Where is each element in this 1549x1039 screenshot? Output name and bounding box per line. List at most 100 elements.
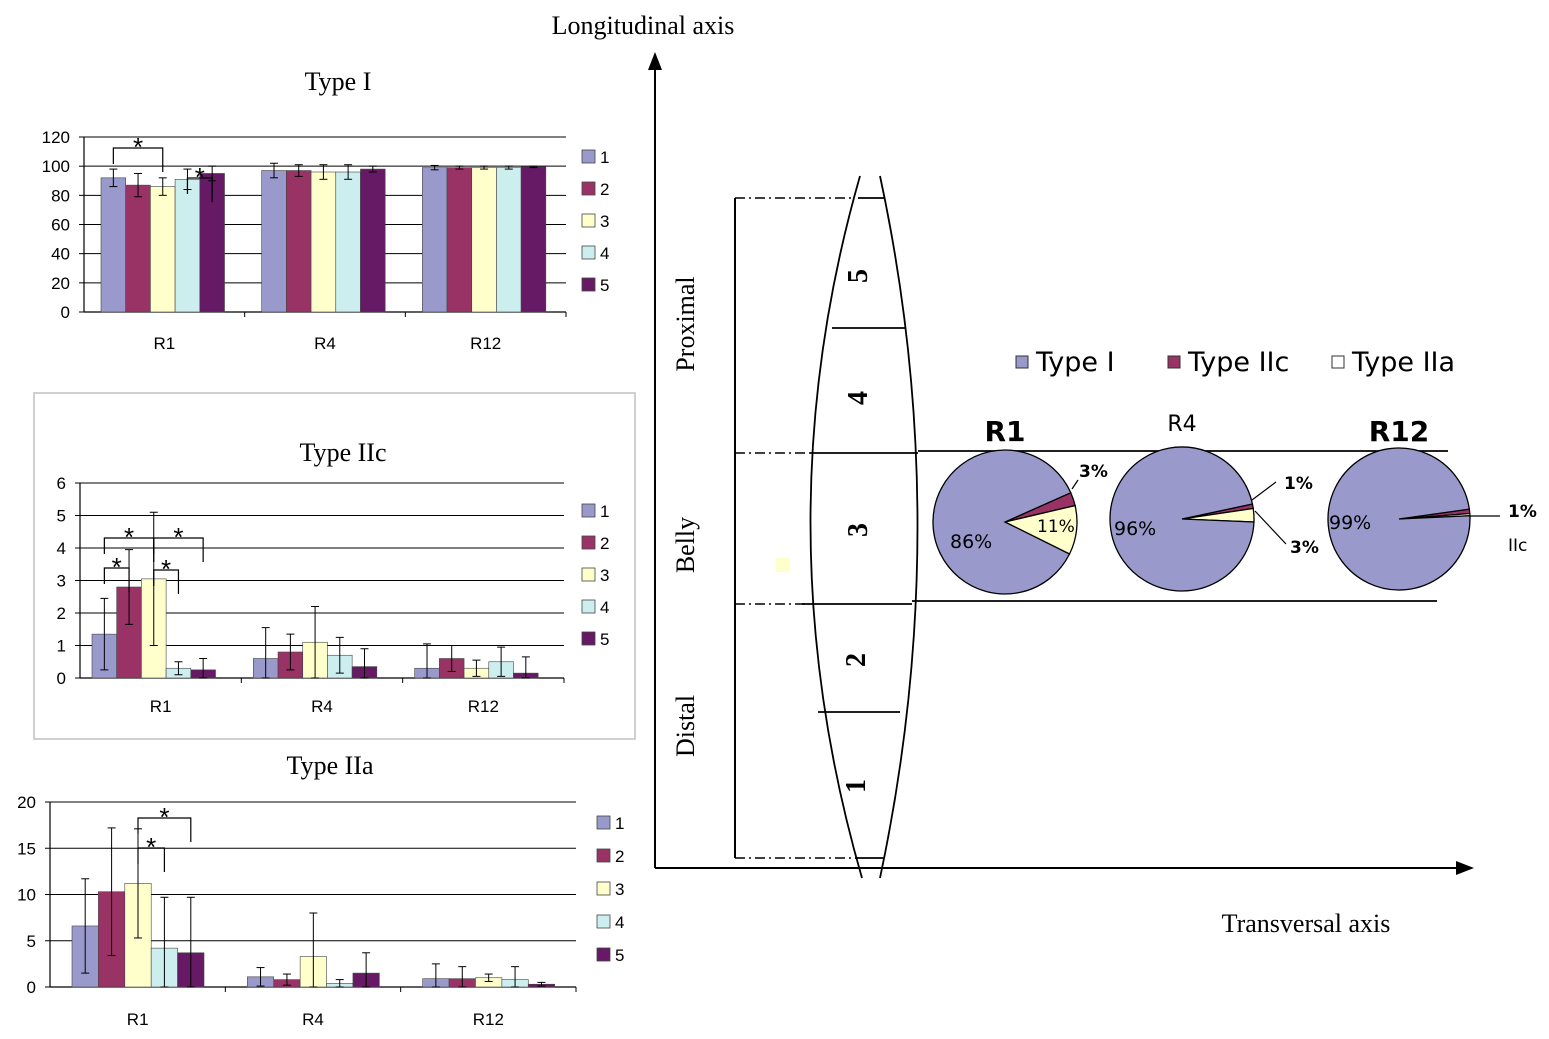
y-tick-label: 0 bbox=[57, 669, 66, 688]
significance-bracket bbox=[112, 147, 164, 172]
x-tick-label: R1 bbox=[127, 1010, 149, 1029]
legend-label: 4 bbox=[615, 913, 624, 932]
significance-bracket bbox=[153, 569, 180, 594]
legend-label: 1 bbox=[615, 814, 624, 833]
x-tick-label: R4 bbox=[302, 1010, 324, 1029]
legend-swatch bbox=[581, 503, 596, 518]
pie-legend-swatch bbox=[1015, 355, 1029, 369]
pie-chart-r12: R12 99% bbox=[1327, 415, 1471, 591]
significance-star: * bbox=[161, 554, 171, 584]
region-label-proximal: Proximal bbox=[671, 276, 700, 371]
y-tick-label: 6 bbox=[57, 474, 66, 493]
pie-legend-label: Type IIc bbox=[1187, 347, 1289, 378]
bar bbox=[471, 167, 497, 313]
legend-swatch bbox=[581, 277, 596, 292]
bar bbox=[174, 178, 201, 313]
legend-label: 1 bbox=[600, 148, 609, 167]
legend-label: 2 bbox=[600, 180, 609, 199]
bar bbox=[496, 167, 522, 313]
y-tick-label: 5 bbox=[27, 932, 36, 951]
pie-chart-r4: R4 96% bbox=[1109, 412, 1255, 592]
segment-label-4: 4 bbox=[843, 391, 874, 405]
r12-type-iic-label: 1% bbox=[1508, 502, 1537, 522]
legend-swatch bbox=[581, 213, 596, 228]
r4-type-iia-label: 3% bbox=[1290, 538, 1319, 558]
segment-label-1: 1 bbox=[841, 779, 872, 793]
pie-label-type-i: 86% bbox=[950, 531, 992, 553]
y-tick-label: 20 bbox=[17, 793, 36, 812]
bar-chart-2: 0 5 10 15 20 R1 R4 R12 ** 1 2 3 4 5 bbox=[17, 793, 624, 1029]
bar bbox=[422, 167, 448, 313]
segment-label-3: 3 bbox=[843, 523, 874, 537]
pie-legend-swatch bbox=[1167, 355, 1181, 369]
y-tick-label: 120 bbox=[42, 128, 70, 147]
legend-swatch bbox=[581, 567, 596, 582]
r12-iic-tag: IIc bbox=[1508, 536, 1527, 556]
y-tick-label: 20 bbox=[51, 274, 70, 293]
legend-label: 3 bbox=[615, 880, 624, 899]
legend-label: 2 bbox=[600, 534, 609, 553]
legend-label: 1 bbox=[600, 502, 609, 521]
muscle-outline-right bbox=[879, 175, 919, 879]
pie-label-type-i: 96% bbox=[1114, 518, 1156, 540]
legend-swatch bbox=[596, 815, 611, 830]
pie-slice bbox=[1109, 446, 1255, 592]
pie-legend-label: Type I bbox=[1035, 347, 1115, 378]
transversal-axis-arrow bbox=[1456, 861, 1474, 875]
legend-swatch bbox=[596, 848, 611, 863]
r4-type-iic-label: 1% bbox=[1284, 474, 1313, 494]
y-tick-label: 60 bbox=[51, 216, 70, 235]
y-tick-label: 15 bbox=[17, 839, 36, 858]
legend-label: 4 bbox=[600, 598, 609, 617]
legend-swatch bbox=[596, 947, 611, 962]
legend-swatch bbox=[581, 181, 596, 196]
y-tick-label: 0 bbox=[61, 303, 70, 322]
leader-line bbox=[1254, 510, 1287, 545]
significance-star: * bbox=[133, 132, 143, 162]
legend-label: 3 bbox=[600, 212, 609, 231]
muscle-diagram: Longitudinal axis Transversal axis Proxi… bbox=[552, 11, 1474, 938]
chart-title-type-iia: Type IIa bbox=[287, 751, 374, 780]
bar bbox=[520, 166, 547, 313]
bar bbox=[100, 177, 127, 313]
muscle-outline-left bbox=[809, 175, 863, 879]
bar bbox=[150, 186, 176, 313]
significance-bracket bbox=[103, 567, 130, 592]
y-tick-label: 100 bbox=[42, 157, 70, 176]
segment-label-2: 2 bbox=[841, 653, 872, 667]
legend-label: 3 bbox=[600, 566, 609, 585]
y-tick-label: 80 bbox=[51, 186, 70, 205]
significance-star: * bbox=[124, 522, 134, 552]
segment-label-5: 5 bbox=[843, 269, 874, 283]
pie-chart-r1: R1 86% bbox=[932, 415, 1078, 595]
r1-type-iia-label: 11% bbox=[1037, 517, 1075, 537]
legend-label: 5 bbox=[600, 630, 609, 649]
legend-label: 5 bbox=[600, 276, 609, 295]
y-tick-label: 4 bbox=[57, 539, 66, 558]
transversal-axis-label: Transversal axis bbox=[1222, 909, 1391, 938]
type-iic-panel-frame bbox=[33, 392, 636, 740]
longitudinal-axis-arrow bbox=[648, 52, 662, 70]
x-tick-label: R4 bbox=[314, 334, 336, 353]
significance-star: * bbox=[159, 802, 169, 832]
leader-line bbox=[1071, 479, 1079, 490]
legend-swatch bbox=[581, 149, 596, 164]
pie-label-type-i: 99% bbox=[1329, 512, 1371, 534]
pie-legend: Type I Type IIc Type IIa bbox=[1015, 347, 1455, 378]
longitudinal-axis-label: Longitudinal axis bbox=[552, 11, 735, 40]
significance-bracket bbox=[153, 537, 204, 562]
x-tick-label: R4 bbox=[311, 697, 333, 716]
region-label-distal: Distal bbox=[671, 695, 700, 757]
significance-star: * bbox=[195, 162, 205, 192]
legend-label: 4 bbox=[600, 244, 609, 263]
bar bbox=[335, 171, 361, 313]
y-tick-label: 3 bbox=[57, 572, 66, 591]
x-tick-label: R1 bbox=[153, 334, 175, 353]
y-tick-label: 10 bbox=[17, 886, 36, 905]
bar bbox=[310, 171, 337, 313]
x-tick-label: R12 bbox=[468, 697, 499, 716]
legend-label: 5 bbox=[615, 946, 624, 965]
legend-swatch bbox=[596, 881, 611, 896]
pie-charts: Type I Type IIc Type IIaR186%R496%R1299%3%… bbox=[932, 347, 1537, 595]
